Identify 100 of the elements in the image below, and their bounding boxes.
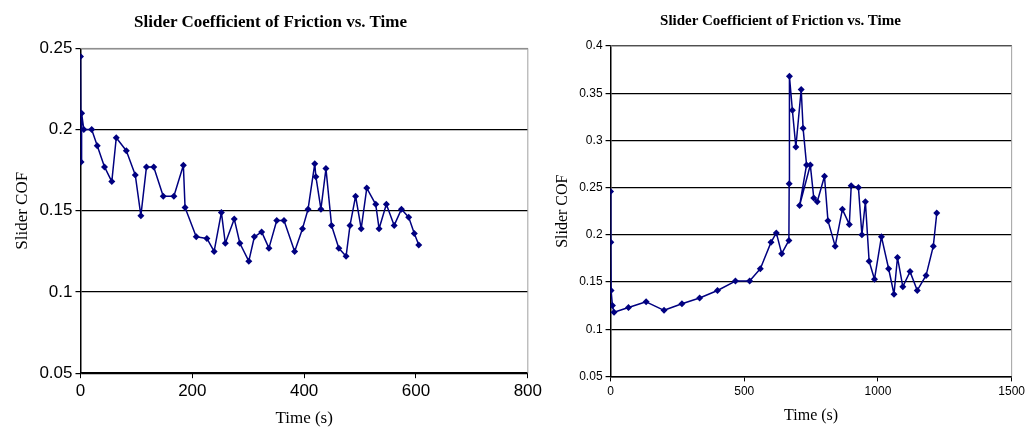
point	[390, 221, 398, 229]
point	[813, 198, 821, 206]
point	[772, 229, 780, 237]
point	[410, 230, 418, 238]
y-tick-label: 0.1	[48, 281, 73, 301]
point	[265, 244, 273, 252]
point	[890, 290, 898, 298]
point	[642, 298, 650, 306]
point	[785, 236, 793, 244]
point	[899, 283, 907, 291]
x-tick-label: 200	[178, 381, 207, 401]
point	[192, 233, 200, 241]
point	[108, 178, 116, 186]
point	[112, 134, 120, 142]
point	[372, 200, 380, 208]
point	[870, 275, 878, 283]
x-tick-label: 600	[401, 381, 431, 401]
point	[861, 198, 869, 206]
point	[731, 277, 739, 285]
y-tick-label: 0.4	[585, 38, 603, 53]
point	[298, 225, 306, 233]
point	[933, 209, 941, 217]
point	[913, 287, 921, 294]
point	[624, 303, 632, 311]
point	[159, 192, 167, 200]
point	[820, 172, 828, 180]
point	[273, 217, 281, 225]
x-tick-label: 500	[734, 383, 755, 398]
point	[792, 143, 800, 151]
point	[922, 271, 930, 279]
point	[131, 171, 139, 179]
point	[142, 163, 150, 171]
point	[382, 200, 390, 208]
point	[312, 173, 320, 181]
point	[415, 241, 423, 249]
point	[885, 265, 893, 273]
point	[179, 161, 187, 169]
x-tick-label: 1000	[864, 383, 892, 398]
point	[906, 268, 914, 276]
point	[80, 109, 86, 117]
x-tick-label: 0	[75, 381, 86, 401]
point	[893, 253, 901, 261]
point	[93, 142, 101, 150]
point	[405, 213, 413, 221]
point	[865, 257, 873, 265]
point	[838, 205, 846, 213]
point	[137, 212, 145, 220]
point	[796, 202, 804, 210]
point	[375, 225, 383, 233]
point	[929, 242, 937, 250]
point	[352, 192, 360, 200]
point	[304, 205, 312, 213]
point	[210, 247, 218, 255]
point	[767, 238, 775, 246]
chart-title: Slider Coefficient of Friction vs. Time	[660, 11, 902, 28]
point	[714, 287, 722, 294]
y-tick-label: 0.25	[579, 179, 603, 194]
point	[357, 225, 365, 233]
point	[342, 252, 350, 260]
point	[280, 217, 288, 225]
y-tick-label: 0.3	[585, 132, 603, 147]
point	[799, 124, 807, 132]
point	[328, 221, 336, 229]
point	[122, 147, 130, 155]
x-axis-title: Time (s)	[784, 405, 839, 424]
y-tick-label: 0.1	[585, 321, 603, 336]
y-tick-label: 0.2	[48, 119, 73, 139]
y-axis-title: Slider COF	[11, 171, 31, 250]
point	[291, 247, 299, 255]
point	[170, 192, 178, 200]
point	[610, 302, 616, 310]
point	[150, 163, 158, 171]
point	[746, 277, 754, 285]
point	[778, 250, 786, 258]
point	[845, 220, 853, 228]
point	[230, 215, 238, 223]
x-tick-label: 1500	[998, 383, 1026, 398]
point	[236, 239, 244, 247]
point	[311, 160, 319, 168]
chart-title: Slider Coefficient of Friction vs. Time	[134, 11, 408, 31]
point	[363, 184, 371, 192]
x-axis-title: Time (s)	[275, 408, 333, 428]
y-tick-label: 0.2	[585, 227, 603, 242]
point	[858, 231, 866, 239]
point	[847, 182, 855, 190]
y-tick-label: 0.05	[579, 368, 603, 383]
point	[810, 194, 818, 202]
x-tick-label: 800	[513, 381, 543, 401]
point	[101, 163, 109, 171]
point	[181, 204, 189, 212]
y-tick-label: 0.15	[579, 274, 603, 289]
point	[610, 308, 618, 316]
point	[88, 126, 96, 134]
y-tick-label: 0.25	[39, 38, 73, 58]
y-tick-label: 0.15	[39, 200, 73, 220]
point	[877, 233, 885, 241]
x-tick-label: 0	[607, 383, 615, 398]
x-tick-label: 400	[289, 381, 319, 401]
point	[831, 242, 839, 250]
point	[797, 85, 805, 93]
